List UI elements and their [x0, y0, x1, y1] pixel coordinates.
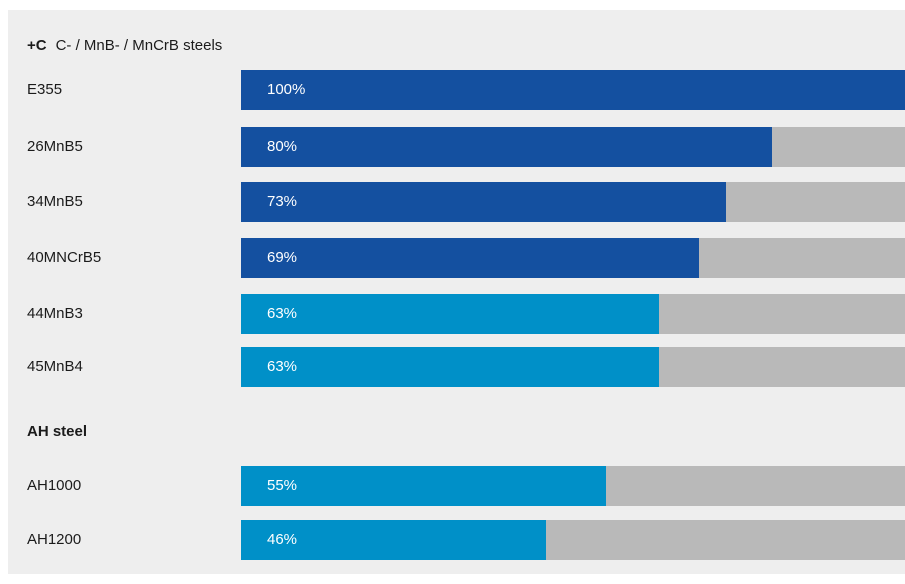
bar-fill: 63% — [241, 294, 659, 334]
bar-track: 63% — [241, 294, 905, 334]
bar-value-label: 69% — [267, 249, 298, 266]
group-title-rest: C- / MnB- / MnCrB steels — [55, 37, 223, 54]
group-title-bold: AH steel — [27, 423, 88, 440]
bar-value-label: 80% — [267, 138, 298, 155]
bar-track: 55% — [241, 466, 905, 506]
bar-track: 69% — [241, 238, 905, 278]
bar-track: 80% — [241, 127, 905, 167]
bar-fill: 80% — [241, 127, 772, 167]
bar-fill: 46% — [241, 520, 546, 560]
bar-value-label: 100% — [267, 81, 306, 98]
chart-panel: +C C- / MnB- / MnCrB steels E355 100% 26MnB5… — [8, 10, 905, 574]
bar-track: 63% — [241, 347, 905, 387]
bar-category-label: 40MNCrB5 — [27, 249, 102, 266]
bar-category-label: AH1000 — [27, 477, 82, 494]
bar-track: 100% — [241, 70, 905, 110]
bar-category-label: E355 — [27, 81, 63, 98]
bar-fill: 55% — [241, 466, 606, 506]
bar-category-label: 45MnB4 — [27, 358, 83, 375]
bar-track: 73% — [241, 182, 905, 222]
bar-fill: 63% — [241, 347, 659, 387]
bar-track: 46% — [241, 520, 905, 560]
bar-value-label: 46% — [267, 531, 298, 548]
group-header: +C C- / MnB- / MnCrB steels — [27, 36, 222, 56]
bar-value-label: 63% — [267, 305, 298, 322]
bar-fill: 100% — [241, 70, 905, 110]
bar-category-label: AH1200 — [27, 531, 82, 548]
bar-category-label: 26MnB5 — [27, 138, 83, 155]
bar-fill: 73% — [241, 182, 726, 222]
bar-category-label: 34MnB5 — [27, 193, 83, 210]
bar-value-label: 55% — [267, 477, 298, 494]
bar-category-label: 44MnB3 — [27, 305, 83, 322]
group-header: AH steel — [27, 422, 87, 442]
bar-value-label: 73% — [267, 193, 298, 210]
bar-value-label: 63% — [267, 358, 298, 375]
bar-fill: 69% — [241, 238, 699, 278]
group-title-bold: +C — [27, 37, 47, 54]
